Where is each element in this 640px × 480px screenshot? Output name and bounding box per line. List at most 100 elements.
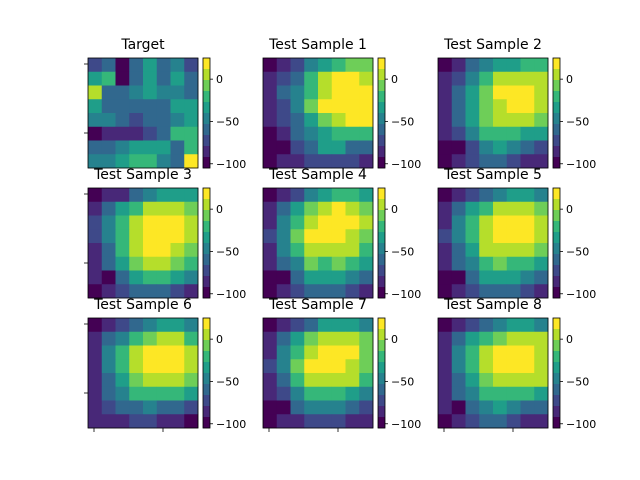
heatmap-cell	[318, 284, 333, 299]
panel-frame	[262, 317, 374, 429]
heatmap-cell	[331, 270, 346, 285]
colorbar-segment	[378, 104, 385, 108]
heatmap-cell	[115, 71, 130, 86]
heatmap-cell	[506, 71, 521, 86]
colorbar-segment	[203, 397, 210, 401]
heatmap-cell	[129, 71, 144, 86]
colorbar-segment	[378, 190, 385, 194]
heatmap-cell	[101, 154, 116, 169]
heatmap-cell	[263, 140, 278, 155]
heatmap-cell	[451, 386, 466, 401]
heatmap-cell	[184, 201, 199, 216]
colorbar-segment	[203, 342, 210, 346]
colorbar-segment	[378, 295, 385, 299]
heatmap-cell	[451, 229, 466, 244]
colorbar-segment	[378, 137, 385, 141]
colorbar-tick-label: −50	[566, 245, 589, 258]
heatmap-cell	[276, 284, 291, 299]
heatmap-cell	[506, 99, 521, 114]
colorbar-segment	[378, 270, 385, 274]
heatmap-cell	[318, 256, 333, 271]
heatmap-cell	[101, 140, 116, 155]
heatmap-cell	[318, 201, 333, 216]
colorbar-segment	[203, 115, 210, 119]
heatmap-cell	[129, 270, 144, 285]
heatmap-cell	[290, 201, 305, 216]
heatmap-cell	[345, 154, 360, 169]
colorbar-segment	[553, 88, 560, 92]
heatmap-cell	[304, 188, 319, 203]
colorbar-tick-label: −50	[216, 245, 239, 258]
colorbar-segment	[553, 243, 560, 247]
heatmap-cell	[263, 215, 278, 230]
colorbar-segment	[553, 378, 560, 382]
colorbar-segment	[203, 226, 210, 230]
colorbar-segment	[203, 204, 210, 208]
heatmap-cell	[345, 58, 360, 73]
heatmap-cell	[534, 270, 549, 285]
heatmap-cell	[304, 243, 319, 258]
heatmap-cell	[331, 359, 346, 374]
heatmap-cell	[520, 126, 535, 141]
colorbar-segment	[378, 69, 385, 73]
heatmap-cell	[520, 71, 535, 86]
heatmap-cell	[156, 386, 171, 401]
colorbar-segment	[378, 276, 385, 280]
colorbar-segment	[553, 74, 560, 78]
heatmap-cell	[290, 386, 305, 401]
heatmap-cell	[318, 331, 333, 346]
heatmap-cell	[290, 345, 305, 360]
heatmap-cell	[359, 154, 374, 169]
colorbar-segment	[378, 85, 385, 89]
colorbar-frame	[377, 57, 386, 169]
colorbar-segment	[203, 243, 210, 247]
heatmap-cell	[170, 58, 185, 73]
colorbar-segment	[203, 58, 210, 62]
heatmap-cell	[438, 414, 453, 429]
colorbar-segment	[378, 157, 385, 161]
heatmap-cell	[465, 126, 480, 141]
colorbar-segment	[203, 267, 210, 271]
colorbar-segment	[203, 196, 210, 200]
colorbar-segment	[378, 63, 385, 67]
heatmap-cell	[290, 126, 305, 141]
heatmap-cell	[276, 188, 291, 203]
heatmap-cell	[88, 359, 103, 374]
heatmap-cell	[170, 99, 185, 114]
heatmap-cell	[479, 284, 494, 299]
colorbar-segment	[553, 140, 560, 144]
heatmap-cell	[465, 71, 480, 86]
colorbar-segment	[553, 329, 560, 333]
heatmap-cell	[88, 284, 103, 299]
colorbar-segment	[378, 58, 385, 62]
heatmap-cell	[156, 400, 171, 415]
colorbar-segment	[203, 207, 210, 211]
heatmap-cell	[479, 359, 494, 374]
colorbar-segment	[203, 373, 210, 377]
heatmap-cell	[184, 229, 199, 244]
colorbar-tick-label: −50	[391, 245, 414, 258]
heatmap-cell	[438, 99, 453, 114]
heatmap-cell	[331, 113, 346, 128]
heatmap-cell	[520, 99, 535, 114]
heatmap-cell	[318, 229, 333, 244]
colorbar-segment	[378, 351, 385, 355]
heatmap-cell	[318, 85, 333, 100]
heatmap-cell	[318, 215, 333, 230]
heatmap-cell	[534, 373, 549, 388]
heatmap-cell	[506, 58, 521, 73]
colorbar-segment	[203, 99, 210, 103]
heatmap-cell	[143, 243, 158, 258]
colorbar-segment	[553, 60, 560, 64]
colorbar-segment	[203, 400, 210, 404]
heatmap-cell	[184, 318, 199, 333]
heatmap-cell	[438, 284, 453, 299]
colorbar-segment	[203, 295, 210, 299]
colorbar-segment	[553, 353, 560, 357]
heatmap-cell	[184, 243, 199, 258]
heatmap-cell	[143, 345, 158, 360]
colorbar-segment	[553, 284, 560, 288]
colorbar-segment	[378, 356, 385, 360]
heatmap-cell	[465, 188, 480, 203]
colorbar-tick-label: −50	[216, 375, 239, 388]
